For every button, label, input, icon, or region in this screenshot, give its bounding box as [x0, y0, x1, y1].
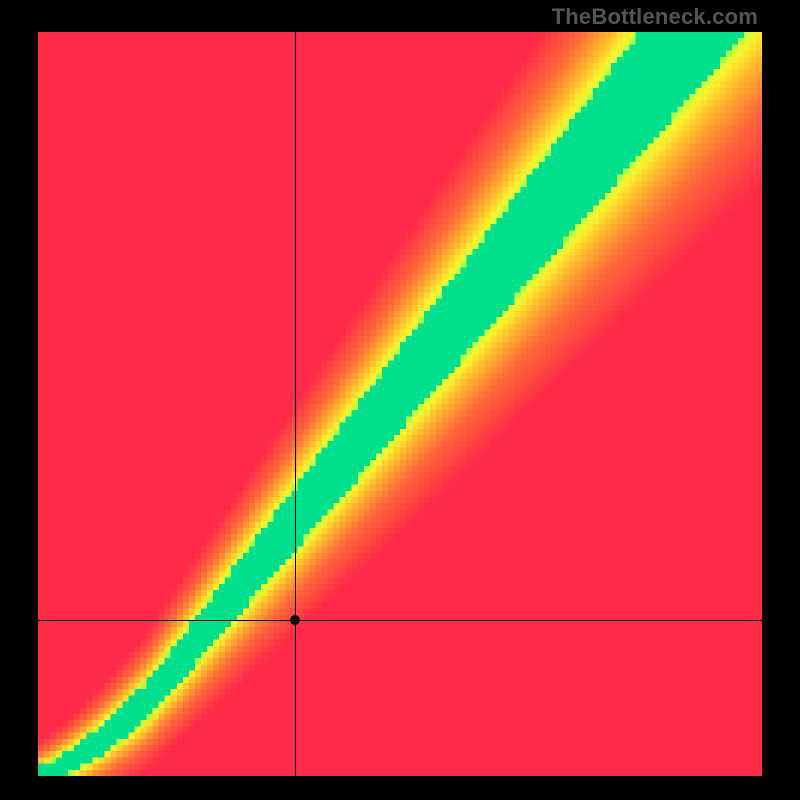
heatmap-plot	[38, 32, 762, 776]
crosshair-vertical	[295, 32, 296, 776]
watermark-text: TheBottleneck.com	[552, 4, 758, 30]
crosshair-horizontal	[38, 620, 762, 621]
heatmap-canvas	[38, 32, 762, 776]
chart-frame: TheBottleneck.com	[0, 0, 800, 800]
crosshair-dot	[290, 615, 300, 625]
